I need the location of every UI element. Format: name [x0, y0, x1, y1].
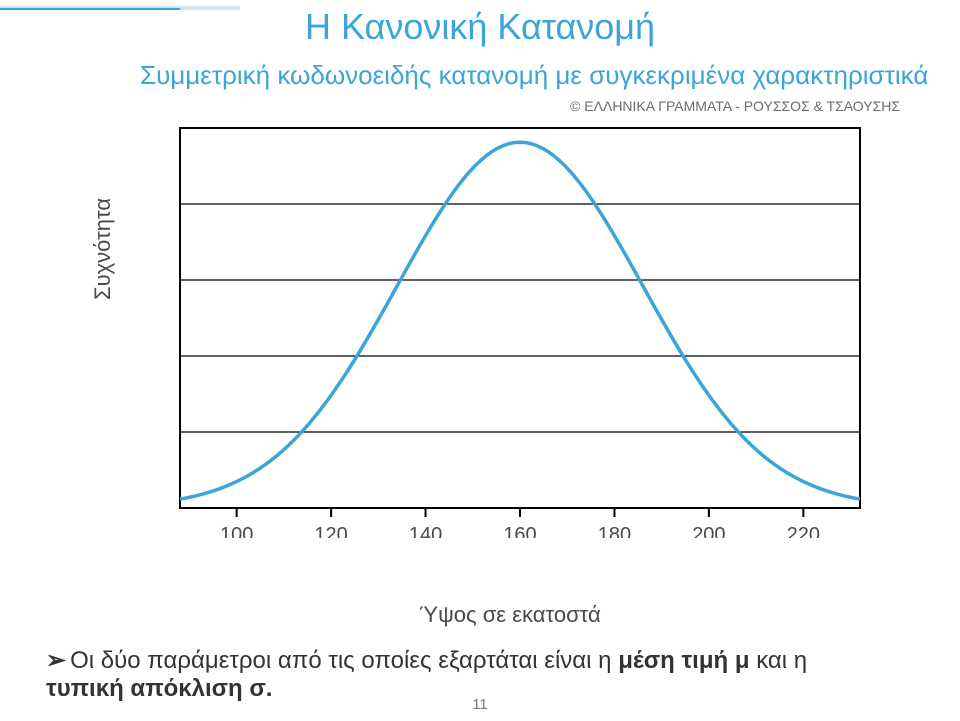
- svg-text:140: 140: [409, 524, 442, 538]
- svg-text:160: 160: [503, 524, 536, 538]
- bullet-arrow-icon: ➢: [46, 646, 66, 675]
- copyright-caption: © ΕΛΛΗΝΙΚΑ ΓΡΑΜΜΑΤΑ - ΡΟΥΣΣΟΣ & ΤΣΑΟΥΣΗΣ: [570, 98, 900, 114]
- bullet-text-prefix: Οι δύο παράμετροι από τις οποίες εξαρτάτ…: [70, 647, 618, 674]
- normal-distribution-chart: 100 120 140 160 180 200 220: [140, 118, 880, 538]
- slide-title: Η Κανονική Κατανομή: [0, 6, 960, 48]
- svg-text:220: 220: [787, 524, 820, 538]
- svg-text:100: 100: [220, 524, 253, 538]
- svg-text:120: 120: [314, 524, 347, 538]
- bullet-text-mid: και η: [750, 647, 808, 674]
- bullet-parameters: ➢Οι δύο παράμετροι από τις οποίες εξαρτά…: [46, 646, 916, 703]
- chart-y-axis-label: Συχνότητα: [90, 198, 116, 300]
- page-number: 11: [0, 696, 960, 713]
- svg-text:180: 180: [598, 524, 631, 538]
- chart-x-axis-label: Ύψος σε εκατοστά: [140, 602, 880, 628]
- slide-subtitle: Συμμετρική κωδωνοειδής κατανομή με συγκε…: [140, 60, 928, 91]
- bullet-text-mu: μέση τιμή μ: [618, 647, 749, 674]
- svg-text:200: 200: [692, 524, 725, 538]
